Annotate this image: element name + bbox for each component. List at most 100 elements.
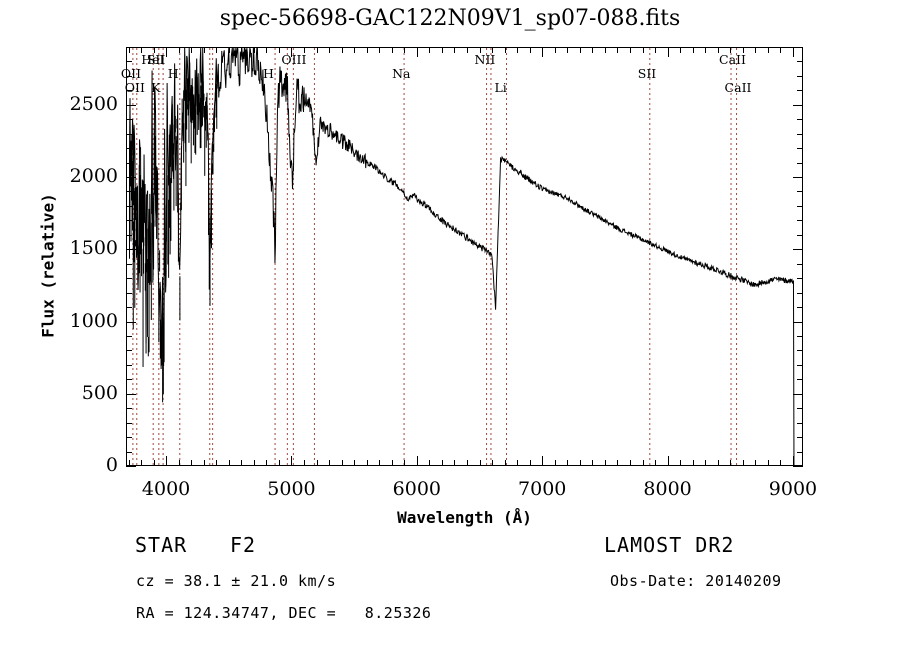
axis-tick — [126, 437, 132, 439]
axis-tick — [629, 460, 631, 466]
axis-tick — [793, 321, 803, 323]
axis-tick — [126, 379, 132, 381]
axis-tick — [792, 47, 794, 57]
axis-tick — [567, 460, 569, 466]
axis-tick — [504, 460, 506, 466]
axis-tick — [126, 234, 132, 236]
footer-object-type: STAR — [135, 533, 188, 557]
axis-tick — [742, 460, 744, 466]
axis-tick — [730, 47, 732, 53]
axis-tick — [379, 460, 381, 466]
axis-tick — [126, 205, 132, 207]
axis-tick — [797, 379, 803, 381]
axis-tick — [126, 133, 132, 135]
axis-tick — [680, 47, 682, 53]
axis-tick — [793, 104, 803, 106]
x-tick-label: 9000 — [768, 478, 818, 500]
axis-tick — [793, 466, 803, 467]
axis-tick — [126, 162, 132, 164]
axis-tick — [705, 47, 707, 53]
axis-tick — [542, 456, 544, 466]
axis-tick — [797, 75, 803, 77]
axis-tick — [203, 460, 205, 466]
axis-tick — [126, 278, 132, 280]
axis-tick — [316, 460, 318, 466]
axis-tick — [404, 460, 406, 466]
axis-tick — [797, 162, 803, 164]
axis-tick — [492, 47, 494, 53]
axis-tick — [797, 133, 803, 135]
axis-tick — [291, 456, 293, 466]
axis-tick — [755, 460, 757, 466]
axis-tick — [717, 47, 719, 53]
axis-tick — [253, 47, 255, 53]
axis-tick — [479, 47, 481, 53]
plot-area — [126, 46, 803, 467]
axis-tick — [767, 460, 769, 466]
axis-tick — [126, 104, 136, 106]
axis-tick — [126, 148, 132, 150]
spectral-line-label: OII — [124, 80, 145, 95]
axis-tick — [755, 47, 757, 53]
axis-tick — [797, 47, 803, 48]
axis-tick — [797, 350, 803, 352]
axis-tick — [717, 460, 719, 466]
x-tick-label: 5000 — [267, 478, 316, 500]
axis-tick — [554, 47, 556, 53]
axis-tick — [504, 47, 506, 53]
axis-tick — [604, 460, 606, 466]
axis-tick — [126, 263, 132, 265]
axis-tick — [742, 47, 744, 53]
axis-tick — [517, 47, 519, 53]
axis-tick — [166, 456, 168, 466]
spectral-line-label: H — [263, 66, 274, 81]
axis-tick — [429, 460, 431, 466]
spectral-line-label: K — [151, 80, 161, 95]
spectrum-trace — [129, 46, 795, 467]
axis-tick — [705, 460, 707, 466]
page-title: spec-56698-GAC122N09V1_sp07-088.fits — [219, 6, 681, 31]
axis-tick — [797, 263, 803, 265]
axis-tick — [479, 460, 481, 466]
axis-tick — [126, 335, 132, 337]
x-tick-label: 8000 — [643, 478, 692, 500]
spectral-line-label: H — [167, 66, 179, 81]
axis-tick — [126, 408, 132, 410]
spectral-line-label: Li — [494, 80, 507, 95]
axis-tick — [126, 321, 136, 323]
axis-tick — [797, 451, 803, 453]
spectral-line-label: CaII — [719, 52, 746, 67]
axis-tick — [266, 47, 268, 53]
axis-tick — [126, 466, 136, 467]
axis-tick — [467, 47, 468, 53]
axis-tick — [304, 460, 306, 466]
axis-tick — [797, 292, 803, 294]
x-tick-label: 4000 — [141, 478, 191, 500]
axis-tick — [454, 460, 456, 466]
axis-tick — [792, 456, 794, 466]
axis-tick — [366, 460, 368, 466]
axis-tick — [304, 47, 306, 53]
axis-tick — [441, 460, 443, 466]
axis-tick — [554, 460, 556, 466]
axis-tick — [797, 205, 803, 207]
axis-tick — [126, 47, 132, 48]
axis-tick — [416, 456, 418, 466]
spectral-line-label: CaII — [724, 80, 752, 95]
axis-tick — [404, 47, 406, 53]
footer-coords: RA = 124.34747, DEC = 8.25326 — [136, 604, 432, 622]
axis-tick — [126, 350, 132, 352]
axis-tick — [278, 47, 280, 53]
axis-tick — [126, 191, 132, 193]
axis-tick — [579, 47, 581, 53]
axis-tick — [797, 278, 803, 280]
axis-tick — [191, 47, 193, 53]
y-axis-title: Flux (relative) — [38, 193, 58, 338]
axis-tick — [379, 47, 381, 53]
axis-tick — [680, 460, 682, 466]
x-tick-label: 6000 — [392, 478, 442, 500]
axis-tick — [228, 47, 230, 53]
axis-tick — [592, 47, 594, 53]
x-tick-label: 7000 — [518, 478, 567, 500]
